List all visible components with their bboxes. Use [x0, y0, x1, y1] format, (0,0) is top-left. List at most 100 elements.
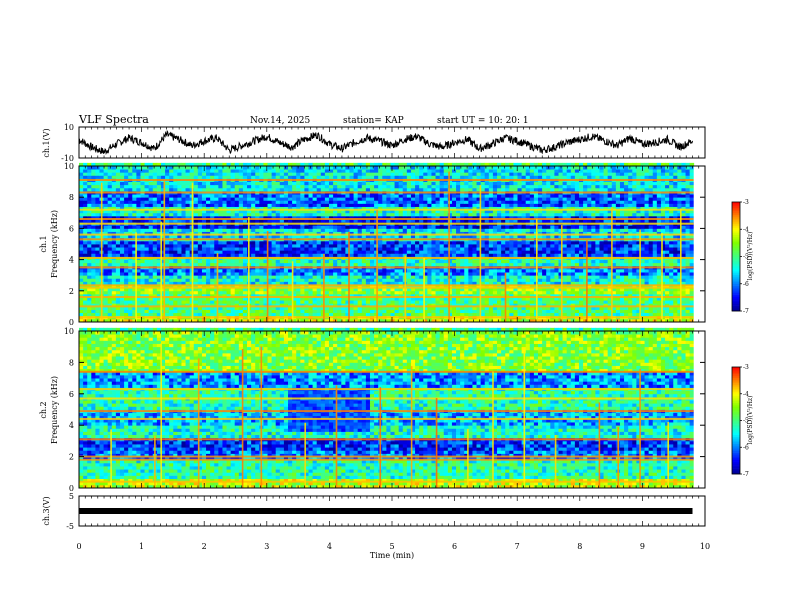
spectrogram-cell: [230, 225, 236, 229]
spectrogram-cell: [456, 318, 461, 323]
spectrogram-cell: [234, 225, 240, 229]
spectrogram-cell: [91, 312, 96, 317]
spectrogram-cell: [201, 306, 207, 310]
spectrogram-cell: [193, 309, 199, 314]
spectrogram-cell: [251, 318, 256, 323]
spectrogram-cell: [136, 297, 141, 301]
spectrogram-cell: [87, 278, 92, 282]
spectrogram-cell: [333, 275, 338, 279]
spectrogram-cell: [369, 253, 375, 257]
spectrogram-cell: [648, 278, 654, 282]
spectrogram-cell: [546, 309, 551, 314]
spectrogram-cell: [222, 297, 227, 301]
spectrogram-cell: [181, 293, 186, 298]
spectrogram-cell: [349, 253, 354, 257]
spectrogram-cell: [554, 297, 559, 301]
spectrogram-cell: [419, 293, 424, 298]
spectrogram-cell: [300, 290, 305, 295]
spectrogram-cell: [542, 247, 547, 251]
spectrogram-cell: [410, 297, 416, 301]
spectrogram-cell: [128, 250, 133, 254]
spectrogram-cell: [386, 297, 391, 301]
spectrogram-cell: [128, 297, 133, 301]
spectrogram-cell: [656, 244, 662, 248]
spectrogram-cell: [669, 262, 674, 267]
spectrogram-cell: [144, 306, 150, 310]
spectrogram-cell: [234, 268, 240, 273]
spectrogram-cell: [333, 244, 338, 248]
spectrogram-cell: [288, 225, 293, 229]
spectrogram-cell: [402, 228, 408, 232]
spectrogram-cell: [640, 309, 645, 314]
spectrogram-cell: [542, 306, 547, 310]
ch1-ylabel: ch.1(V): [42, 128, 51, 157]
spectrogram-cell: [292, 250, 297, 254]
spectrogram-cell: [673, 253, 678, 257]
spectrogram-cell: [562, 293, 568, 298]
spectrogram-cell: [464, 259, 469, 264]
spectrogram-cell: [570, 228, 576, 232]
spectrogram-cell: [169, 259, 174, 264]
spectrogram-cell: [652, 268, 658, 273]
spectrogram-cell: [406, 240, 412, 245]
spectrogram-cell: [640, 244, 645, 248]
spectrogram-cell: [83, 253, 88, 257]
spectrogram-cell: [312, 306, 318, 310]
spectrogram-cell: [538, 253, 543, 257]
spectrogram-cell: [197, 290, 203, 295]
spectrogram-cell: [91, 278, 96, 282]
spectrogram-cell: [578, 275, 584, 279]
spectrogram-cell: [619, 290, 625, 295]
spectrogram-cell: [324, 247, 330, 251]
spectrogram-cell: [443, 303, 449, 307]
spectrogram-cell: [353, 312, 359, 317]
spectrogram-cell: [603, 309, 609, 314]
spectrogram-cell: [337, 259, 342, 264]
spectrogram-cell: [456, 272, 461, 276]
spectrogram-cell: [128, 244, 133, 248]
spectrogram-cell: [316, 290, 322, 295]
spectrogram-cell: [464, 247, 469, 251]
spectrogram-cell: [619, 306, 625, 310]
spectrogram-cell: [624, 297, 629, 301]
spectrogram-cell: [226, 293, 232, 298]
spectrogram-cell: [279, 262, 285, 267]
spectrogram-cell: [345, 309, 350, 314]
spectrogram-cell: [119, 306, 125, 310]
spectrogram-cell: [324, 297, 330, 301]
spectrogram-cell: [283, 262, 289, 267]
spectrogram-cell: [689, 300, 695, 304]
spectrogram-cell: [599, 247, 604, 251]
spectrogram-cell: [406, 250, 412, 254]
spectrogram-cell: [472, 262, 477, 267]
spectrogram-cell: [656, 268, 662, 273]
spectrogram-cell: [312, 290, 318, 295]
spectrogram-cell: [554, 309, 559, 314]
spectrogram-cell: [152, 293, 158, 298]
spectrogram-cell: [177, 225, 182, 229]
spectrogram-cell: [115, 275, 121, 279]
spectrogram-cell: [124, 253, 129, 257]
spectrogram-cell: [349, 225, 354, 229]
spectrogram-cell: [599, 259, 604, 264]
spectrogram-cell: [652, 278, 658, 282]
spectrogram-cell: [353, 247, 359, 251]
spectrogram-cell: [300, 250, 305, 254]
spectrogram-cell: [640, 262, 645, 267]
spectrogram-cell: [242, 272, 248, 276]
spectrogram-cell: [525, 300, 531, 304]
spectrogram-cell: [460, 306, 465, 310]
spectrogram-cell: [509, 300, 514, 304]
spectrogram-cell: [193, 303, 199, 307]
spectrogram-cell: [87, 312, 92, 317]
spectrogram-cell: [509, 303, 514, 307]
spectrogram-cell: [275, 250, 281, 254]
spectrogram-cell: [169, 272, 174, 276]
spectrogram-cell: [669, 303, 674, 307]
spectrogram-cell: [226, 312, 232, 317]
spectrogram-cell: [328, 244, 334, 248]
spectrogram-cell: [222, 244, 227, 248]
spectrogram-cell: [288, 303, 293, 307]
spectrogram-cell: [410, 250, 416, 254]
spectrogram-cell: [361, 228, 367, 232]
